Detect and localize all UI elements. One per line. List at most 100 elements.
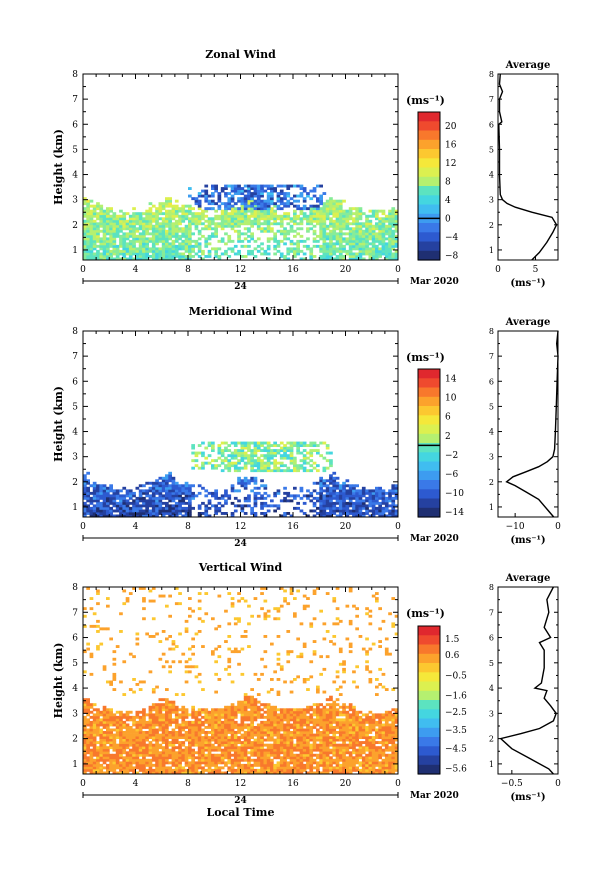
heatmap-cell bbox=[89, 217, 94, 221]
average-y-tick-label: 7 bbox=[489, 95, 494, 104]
heatmap-cell bbox=[279, 454, 284, 458]
heatmap-cell bbox=[237, 476, 241, 480]
heatmap-cell bbox=[188, 514, 192, 518]
heatmap-cell bbox=[289, 708, 294, 712]
heatmap-cell bbox=[148, 743, 153, 747]
heatmap-cell bbox=[151, 705, 156, 709]
heatmap-cell bbox=[247, 763, 251, 767]
heatmap-cell bbox=[168, 710, 172, 714]
heatmap-cell bbox=[388, 249, 392, 253]
heatmap-cell bbox=[174, 237, 179, 241]
heatmap-cell bbox=[342, 489, 346, 493]
heatmap-cell bbox=[106, 247, 110, 251]
heatmap-cell bbox=[302, 748, 307, 752]
heatmap-cell bbox=[335, 232, 340, 236]
heatmap-cell bbox=[296, 239, 300, 243]
heatmap-cell bbox=[83, 496, 87, 500]
heatmap-cell bbox=[338, 237, 343, 241]
heatmap-cell bbox=[329, 202, 333, 206]
heatmap-cell bbox=[171, 227, 176, 231]
heatmap-cell bbox=[83, 726, 87, 729]
heatmap-cell bbox=[266, 464, 271, 468]
heatmap-cell bbox=[119, 227, 123, 231]
heatmap-cell bbox=[312, 224, 317, 228]
heatmap-cell bbox=[263, 229, 268, 233]
heatmap-cell bbox=[355, 232, 359, 236]
heatmap-cell bbox=[92, 237, 97, 241]
heatmap-cell bbox=[338, 244, 343, 248]
heatmap-cell bbox=[142, 491, 146, 495]
heatmap-cell bbox=[233, 202, 238, 206]
heatmap-cell bbox=[270, 499, 274, 503]
heatmap-cell bbox=[250, 222, 254, 226]
heatmap-cell bbox=[247, 761, 251, 765]
heatmap-cell bbox=[125, 743, 130, 747]
heatmap-cell bbox=[325, 232, 330, 236]
heatmap-cell bbox=[155, 703, 159, 707]
heatmap-cell bbox=[207, 227, 212, 231]
heatmap-cell bbox=[230, 746, 235, 750]
heatmap-cell bbox=[142, 227, 146, 231]
heatmap-cell bbox=[132, 219, 136, 223]
heatmap-cell bbox=[247, 202, 251, 206]
heatmap-cell bbox=[168, 486, 172, 490]
heatmap-cell bbox=[99, 489, 104, 493]
heatmap-cell bbox=[194, 710, 199, 714]
heatmap-cell bbox=[135, 247, 140, 251]
heatmap-cell bbox=[309, 715, 314, 719]
heatmap-cell bbox=[165, 720, 169, 724]
heatmap-cell bbox=[266, 441, 271, 445]
heatmap-cell bbox=[256, 189, 261, 193]
heatmap-cell bbox=[384, 249, 389, 253]
heatmap-cell bbox=[322, 496, 327, 500]
heatmap-cell bbox=[260, 708, 264, 712]
heatmap-cell bbox=[125, 756, 130, 760]
heatmap-cell bbox=[371, 514, 376, 518]
heatmap-cell bbox=[207, 249, 212, 253]
heatmap-cell bbox=[214, 748, 218, 752]
heatmap-cell bbox=[381, 209, 386, 213]
heatmap-cell bbox=[276, 720, 281, 724]
heatmap-cell bbox=[302, 736, 307, 739]
heatmap-cell bbox=[83, 247, 87, 251]
heatmap-cell bbox=[122, 255, 127, 258]
heatmap-cell bbox=[230, 247, 235, 251]
heatmap-cell bbox=[86, 255, 90, 258]
heatmap-cell bbox=[302, 199, 307, 203]
heatmap-cell bbox=[378, 252, 382, 256]
heatmap-cell bbox=[188, 247, 192, 251]
heatmap-cell bbox=[273, 219, 277, 223]
heatmap-cell bbox=[197, 255, 202, 258]
heatmap-cell bbox=[201, 723, 205, 727]
heatmap-cell bbox=[168, 255, 172, 258]
heatmap-cell bbox=[86, 232, 90, 236]
heatmap-cell bbox=[181, 499, 186, 503]
heatmap-cell bbox=[119, 736, 123, 739]
heatmap-cell bbox=[99, 768, 104, 772]
heatmap-cell bbox=[233, 763, 238, 767]
heatmap-cell bbox=[293, 252, 297, 256]
heatmap-cell bbox=[115, 257, 120, 261]
heatmap-cell bbox=[263, 771, 268, 775]
heatmap-cell bbox=[237, 192, 241, 195]
heatmap-cell bbox=[283, 741, 287, 744]
heatmap-cell bbox=[207, 222, 212, 226]
heatmap-cell bbox=[270, 715, 274, 719]
heatmap-cell bbox=[312, 509, 317, 513]
heatmap-cell bbox=[338, 214, 343, 218]
heatmap-cell bbox=[299, 489, 304, 493]
heatmap-cell bbox=[184, 481, 189, 485]
heatmap-cell bbox=[119, 746, 123, 750]
heatmap-cell bbox=[276, 763, 281, 767]
average-y-tick-label: 8 bbox=[489, 70, 494, 79]
heatmap-cell bbox=[119, 741, 123, 744]
heatmap-cell bbox=[188, 489, 192, 493]
heatmap-cell bbox=[352, 506, 356, 510]
heatmap-cell bbox=[145, 494, 149, 498]
heatmap-cell bbox=[83, 202, 87, 206]
heatmap-cell bbox=[283, 766, 287, 770]
heatmap-cell bbox=[329, 514, 333, 518]
heatmap-cell bbox=[342, 499, 346, 503]
heatmap-cell bbox=[243, 771, 248, 775]
heatmap-cell bbox=[361, 239, 366, 243]
